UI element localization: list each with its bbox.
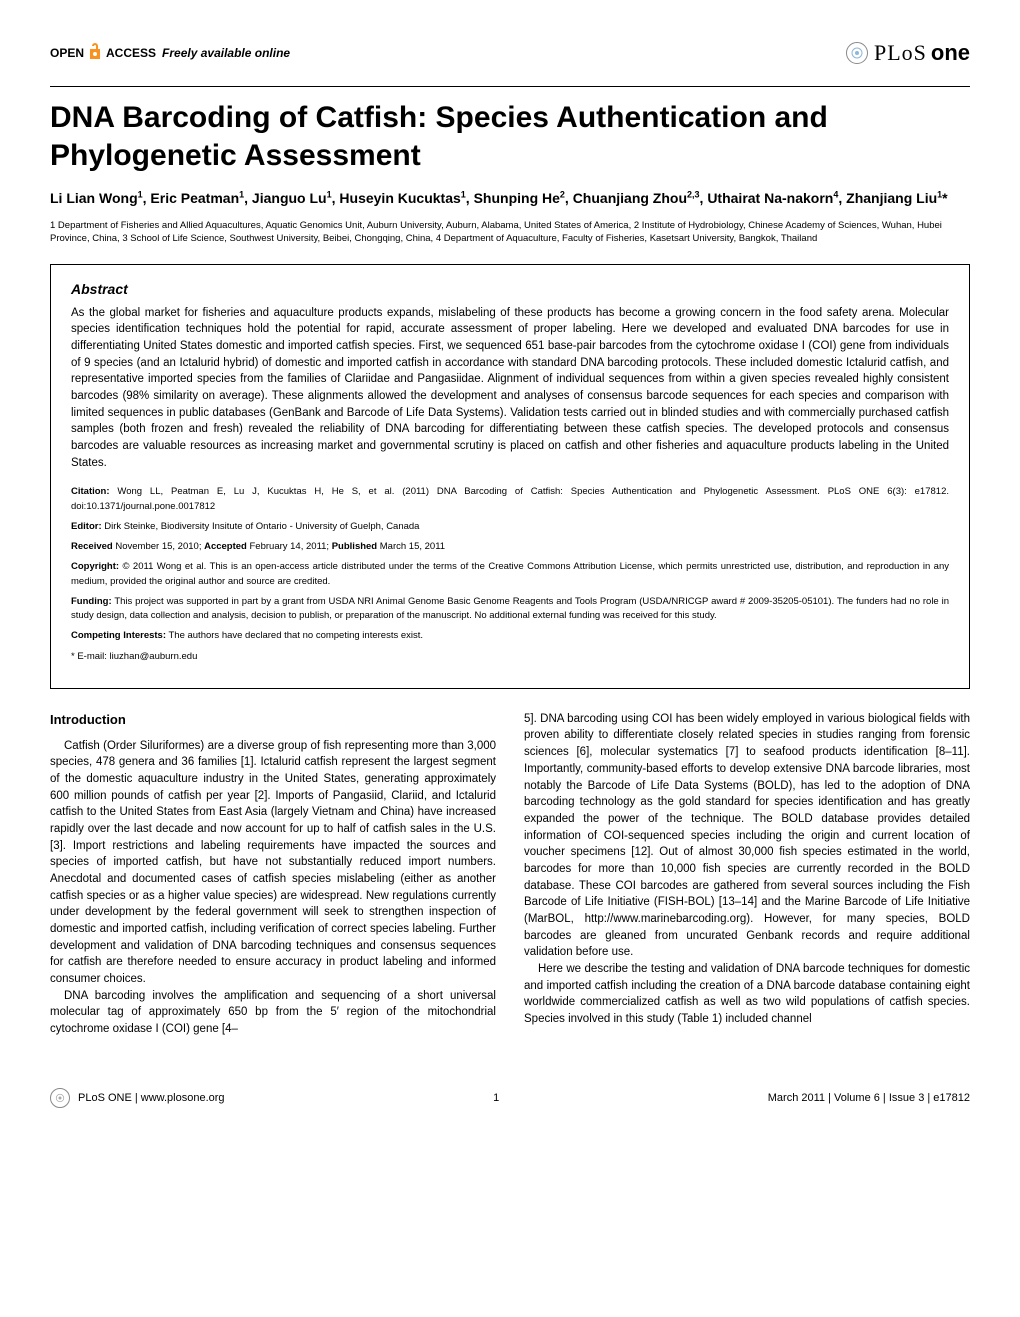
meta-dates: Received November 15, 2010; Accepted Feb… [71, 540, 949, 554]
lock-open-icon [88, 42, 102, 65]
right-paragraph-1: 5]. DNA barcoding using COI has been wid… [524, 711, 970, 961]
email-label: * E-mail: [71, 651, 110, 662]
body-columns: Introduction Catfish (Order Siluriformes… [50, 711, 970, 1038]
footer-page-number: 1 [493, 1092, 499, 1104]
published-label: Published [332, 541, 377, 552]
received-text: November 15, 2010; [113, 541, 204, 552]
journal-one: one [931, 40, 970, 66]
authors-line: Li Lian Wong1, Eric Peatman1, Jianguo Lu… [50, 188, 970, 209]
funding-text: This project was supported in part by a … [71, 596, 949, 621]
meta-copyright: Copyright: © 2011 Wong et al. This is an… [71, 560, 949, 589]
abstract-box: Abstract As the global market for fisher… [50, 264, 970, 689]
competing-label: Competing Interests: [71, 630, 166, 641]
article-title: DNA Barcoding of Catfish: Species Authen… [50, 99, 970, 174]
copyright-text: © 2011 Wong et al. This is an open-acces… [71, 561, 949, 586]
journal-plos: PLoS [874, 40, 927, 66]
header-row: OPEN ACCESS Freely available online PLoS… [50, 40, 970, 66]
left-column: Introduction Catfish (Order Siluriformes… [50, 711, 496, 1038]
right-column: 5]. DNA barcoding using COI has been wid… [524, 711, 970, 1038]
funding-label: Funding: [71, 596, 112, 607]
open-access-tagline: Freely available online [162, 46, 290, 60]
page-footer: PLoS ONE | www.plosone.org 1 March 2011 … [50, 1088, 970, 1108]
email-text: liuzhan@auburn.edu [110, 651, 198, 662]
left-paragraph-2: DNA barcoding involves the amplification… [50, 988, 496, 1038]
footer-left-text: PLoS ONE | www.plosone.org [78, 1092, 225, 1104]
accepted-label: Accepted [204, 541, 247, 552]
footer-right-text: March 2011 | Volume 6 | Issue 3 | e17812 [768, 1092, 970, 1104]
footer-logo-icon [50, 1088, 70, 1108]
plos-circle-icon [846, 42, 868, 64]
open-access-open: OPEN [50, 46, 84, 60]
left-paragraph-1: Catfish (Order Siluriformes) are a diver… [50, 738, 496, 988]
meta-block: Citation: Wong LL, Peatman E, Lu J, Kucu… [71, 485, 949, 664]
citation-label: Citation: [71, 486, 110, 497]
journal-logo: PLoS one [846, 40, 970, 66]
copyright-label: Copyright: [71, 561, 119, 572]
meta-editor: Editor: Dirk Steinke, Biodiversity Insit… [71, 520, 949, 534]
abstract-text: As the global market for fisheries and a… [71, 305, 949, 472]
footer-left: PLoS ONE | www.plosone.org [50, 1088, 225, 1108]
meta-citation: Citation: Wong LL, Peatman E, Lu J, Kucu… [71, 485, 949, 514]
open-access-badge: OPEN ACCESS Freely available online [50, 42, 290, 65]
received-label: Received [71, 541, 113, 552]
editor-label: Editor: [71, 521, 102, 532]
meta-funding: Funding: This project was supported in p… [71, 595, 949, 624]
affiliations: 1 Department of Fisheries and Allied Aqu… [50, 219, 970, 246]
meta-email: * E-mail: liuzhan@auburn.edu [71, 650, 949, 664]
introduction-heading: Introduction [50, 711, 496, 730]
right-paragraph-2: Here we describe the testing and validat… [524, 961, 970, 1028]
abstract-heading: Abstract [71, 281, 949, 297]
citation-text: Wong LL, Peatman E, Lu J, Kucuktas H, He… [71, 486, 949, 511]
competing-text: The authors have declared that no compet… [166, 630, 423, 641]
top-rule [50, 86, 970, 87]
meta-competing: Competing Interests: The authors have de… [71, 629, 949, 643]
editor-text: Dirk Steinke, Biodiversity Insitute of O… [102, 521, 420, 532]
open-access-access: ACCESS [106, 46, 156, 60]
published-text: March 15, 2011 [377, 541, 445, 552]
accepted-text: February 14, 2011; [247, 541, 332, 552]
